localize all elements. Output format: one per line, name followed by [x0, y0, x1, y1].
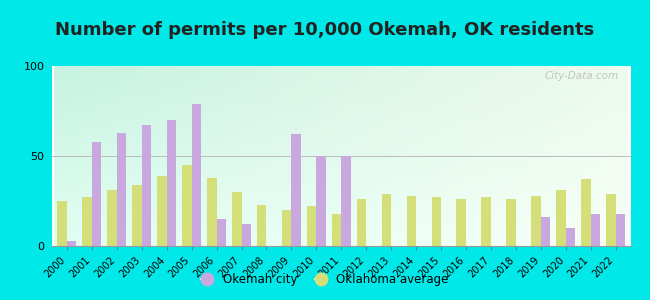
Bar: [182, 165, 192, 246]
Bar: [566, 228, 575, 246]
Bar: [591, 214, 600, 246]
Bar: [207, 178, 216, 246]
Bar: [291, 134, 301, 246]
Bar: [133, 185, 142, 246]
Bar: [341, 156, 351, 246]
Bar: [232, 192, 242, 246]
Bar: [83, 197, 92, 246]
Text: City-Data.com: City-Data.com: [545, 71, 619, 81]
Bar: [282, 210, 291, 246]
Bar: [531, 196, 541, 246]
Bar: [616, 214, 625, 246]
Bar: [216, 219, 226, 246]
Bar: [432, 197, 441, 246]
Bar: [556, 190, 566, 246]
Bar: [541, 217, 550, 246]
Bar: [157, 176, 166, 246]
Bar: [332, 214, 341, 246]
Bar: [67, 241, 77, 246]
Bar: [257, 205, 266, 246]
Bar: [382, 194, 391, 246]
Bar: [317, 156, 326, 246]
Bar: [242, 224, 251, 246]
Bar: [307, 206, 317, 246]
Text: Number of permits per 10,000 Okemah, OK residents: Number of permits per 10,000 Okemah, OK …: [55, 21, 595, 39]
Legend: Okemah city, Oklahoma average: Okemah city, Oklahoma average: [197, 269, 453, 291]
Bar: [606, 194, 616, 246]
Bar: [166, 120, 176, 246]
Bar: [407, 196, 416, 246]
Bar: [117, 133, 126, 246]
Bar: [107, 190, 117, 246]
Bar: [456, 199, 466, 246]
Bar: [506, 199, 516, 246]
Bar: [581, 179, 591, 246]
Bar: [57, 201, 67, 246]
Bar: [192, 104, 201, 246]
Bar: [142, 125, 151, 246]
Bar: [357, 199, 366, 246]
Bar: [482, 197, 491, 246]
Bar: [92, 142, 101, 246]
